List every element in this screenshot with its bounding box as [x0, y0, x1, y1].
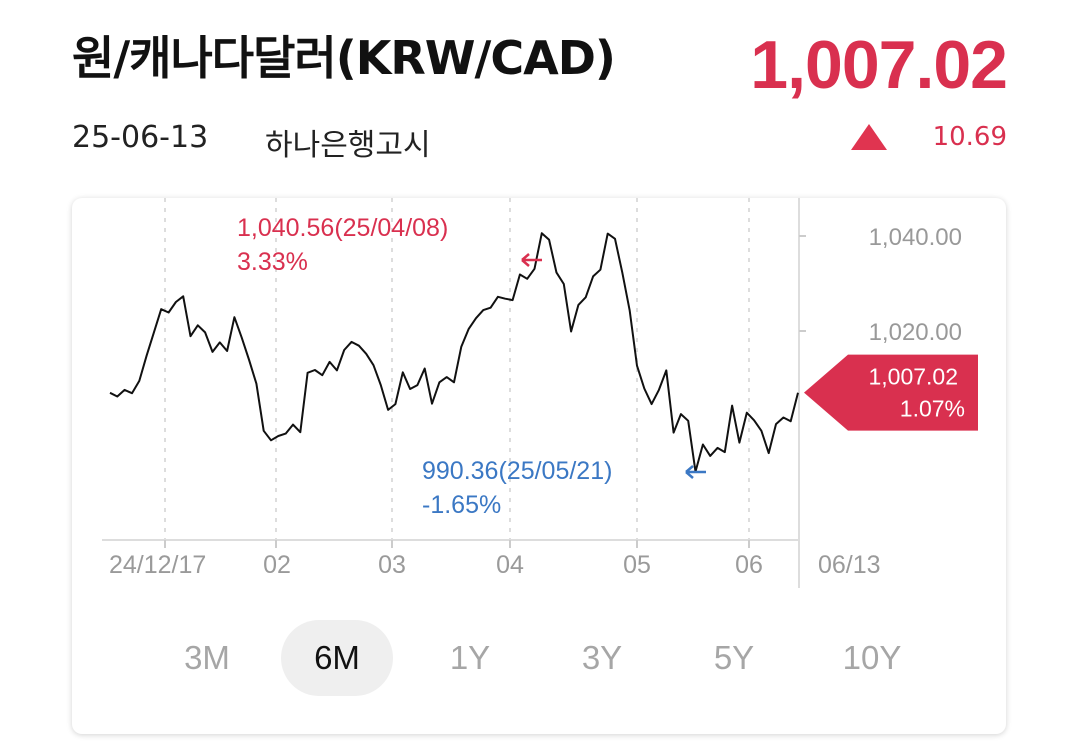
y-tick-label: 1,040.00	[869, 224, 962, 251]
quote-source: 하나은행고시	[265, 128, 431, 163]
page-title: 원/캐나다달러(KRW/CAD)	[72, 31, 616, 85]
chart-card: 1,040.00 1,020.00 24/12/17 02 03 04 05 06 06/13 1…	[72, 198, 1006, 734]
x-tick-label: 24/12/17	[109, 551, 206, 579]
low-arrow-icon	[685, 465, 706, 479]
x-tick-label: 04	[496, 551, 524, 579]
range-button-6m[interactable]: 6M	[281, 620, 393, 696]
range-button-3m[interactable]: 3M	[184, 639, 230, 676]
high-annotation-percent: 3.33%	[237, 248, 308, 276]
quote-date: 25-06-13	[72, 120, 209, 155]
y-tick-label: 1,020.00	[869, 319, 962, 346]
change-indicator: 10.69	[850, 122, 1007, 152]
x-tick-label: 06	[735, 551, 763, 579]
x-tick-label: 02	[263, 551, 291, 579]
x-tick-label: 03	[378, 551, 406, 579]
x-tick-label: 06/13	[818, 551, 881, 579]
triangle-up-icon	[850, 124, 887, 150]
change-value: 10.69	[932, 122, 1007, 152]
low-annotation-value: 990.36(25/05/21)	[422, 457, 612, 485]
line-chart[interactable]: 1,040.00 1,020.00 24/12/17 02 03 04 05 06 06/13 1…	[72, 198, 1006, 734]
current-badge-percent: 1.07%	[900, 396, 965, 422]
range-button-10y[interactable]: 10Y	[842, 639, 902, 676]
range-selector: 3M 6M 1Y 3Y 5Y 10Y	[72, 620, 1006, 700]
current-badge-value: 1,007.02	[868, 364, 958, 390]
low-annotation-percent: -1.65%	[422, 491, 501, 519]
high-arrow-icon	[521, 253, 542, 267]
x-tick-label: 05	[623, 551, 651, 579]
current-price: 1,007.02	[750, 27, 1008, 103]
series-line	[109, 232, 799, 473]
current-value-badge	[804, 354, 978, 431]
range-button-5y[interactable]: 5Y	[713, 639, 755, 676]
range-button-1y[interactable]: 1Y	[449, 639, 491, 676]
range-button-3y[interactable]: 3Y	[581, 639, 623, 676]
high-annotation-value: 1,040.56(25/04/08)	[237, 214, 448, 242]
